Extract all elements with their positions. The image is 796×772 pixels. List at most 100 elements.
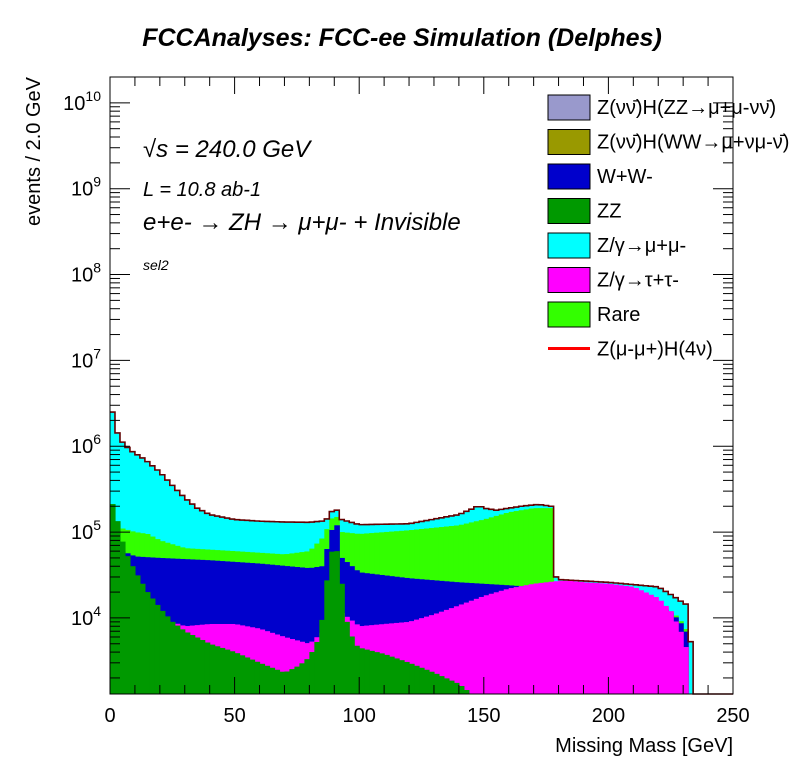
- legend-label: Z/γ→τ+τ-: [597, 270, 679, 292]
- x-tick-label: 150: [467, 705, 500, 727]
- bar: [678, 631, 684, 694]
- bar: [114, 521, 121, 694]
- bar: [653, 597, 659, 694]
- bar: [149, 598, 156, 694]
- legend-item: Z/γ→μ+μ-: [547, 232, 686, 259]
- bar: [438, 676, 445, 694]
- bar: [448, 680, 455, 694]
- bar: [493, 592, 500, 694]
- bar: [518, 586, 525, 694]
- bar: [414, 665, 420, 694]
- y-axis-label: events / 2.0 GeV: [23, 76, 45, 226]
- bar: [124, 556, 131, 694]
- annotation-sqrt-s: √s = 240.0 GeV: [143, 136, 312, 163]
- stack-outline: [110, 411, 733, 695]
- series-4: [110, 504, 470, 694]
- bar: [304, 659, 310, 694]
- bar: [573, 581, 580, 694]
- bar: [139, 583, 146, 694]
- bar: [369, 650, 375, 694]
- bar: [314, 642, 320, 694]
- bar: [638, 590, 644, 694]
- bar: [289, 639, 295, 694]
- legend: Z(νν̄)H(ZZ→μ+μ-νν̄) Z(νν̄)H(WW→μ+νμ-ν̄) W+…: [547, 94, 789, 361]
- bar: [159, 610, 166, 694]
- bar: [334, 551, 340, 694]
- bar: [209, 644, 216, 694]
- bar: [523, 585, 530, 694]
- bar: [299, 567, 305, 694]
- legend-swatch: [547, 267, 591, 293]
- bar: [249, 659, 256, 694]
- legend-item: Rare: [547, 301, 640, 328]
- bar: [553, 581, 560, 694]
- bar: [448, 608, 455, 694]
- bar: [294, 567, 300, 694]
- bar: [473, 598, 480, 694]
- y-tick-label: 105: [71, 517, 101, 544]
- bar: [269, 632, 276, 694]
- bar: [458, 686, 465, 694]
- bar: [513, 587, 520, 694]
- legend-swatch: [547, 198, 591, 224]
- x-axis-label: Missing Mass [GeV]: [555, 735, 733, 757]
- legend-label: Z(νν̄)H(ZZ→μ+μ-νν̄): [597, 97, 776, 119]
- bar: [354, 645, 360, 694]
- bar: [194, 637, 201, 694]
- bar: [558, 580, 565, 694]
- bar: [314, 567, 320, 694]
- bar: [189, 634, 196, 694]
- bar: [264, 665, 271, 694]
- bar: [344, 621, 350, 694]
- bar: [503, 589, 510, 694]
- bar: [543, 582, 550, 694]
- bar: [428, 615, 435, 694]
- legend-item: Z(νν̄)H(WW→μ+νμ-ν̄): [547, 129, 789, 155]
- bar: [668, 611, 674, 694]
- bar: [279, 636, 286, 694]
- bar: [129, 566, 136, 694]
- bar: [423, 616, 430, 694]
- annotation-lumi: L = 10.8 ab-1: [143, 179, 261, 201]
- bar: [453, 606, 460, 694]
- legend-label: Z/γ→μ+μ-: [597, 235, 686, 257]
- bar: [259, 663, 266, 694]
- bar: [623, 585, 629, 694]
- x-tick-label: 250: [716, 705, 749, 727]
- bar: [533, 583, 540, 694]
- bar: [309, 567, 315, 694]
- legend-item: Z/γ→τ+τ-: [547, 267, 679, 293]
- bar: [538, 582, 545, 694]
- bar: [603, 583, 609, 694]
- bar: [419, 667, 425, 694]
- legend-swatch: [547, 301, 591, 328]
- bar: [463, 690, 470, 694]
- bar: [648, 594, 654, 694]
- bar: [428, 671, 435, 694]
- bar: [259, 629, 266, 694]
- bar: [274, 634, 281, 694]
- legend-swatch: [547, 163, 591, 190]
- bar: [254, 661, 261, 694]
- annotation-selection: sel2: [143, 257, 169, 273]
- bar: [488, 593, 495, 694]
- bar: [643, 592, 649, 694]
- y-tick-label: 109: [71, 174, 101, 201]
- bar: [299, 663, 305, 694]
- bar: [289, 566, 295, 694]
- bar: [528, 584, 535, 694]
- bar: [409, 621, 415, 694]
- chart-title: FCCAnalyses: FCC-ee Simulation (Delphes): [142, 24, 662, 52]
- bar: [274, 565, 281, 694]
- bar: [284, 671, 291, 694]
- legend-label: Z(μ-μ+)H(4ν): [597, 339, 713, 361]
- legend-item: W+W-: [547, 163, 653, 190]
- bar: [110, 504, 116, 694]
- bar: [274, 669, 281, 694]
- bar: [593, 583, 600, 694]
- bar: [349, 636, 355, 694]
- bar: [174, 625, 181, 694]
- bar: [688, 641, 694, 694]
- bar: [359, 648, 365, 694]
- bar: [443, 678, 450, 694]
